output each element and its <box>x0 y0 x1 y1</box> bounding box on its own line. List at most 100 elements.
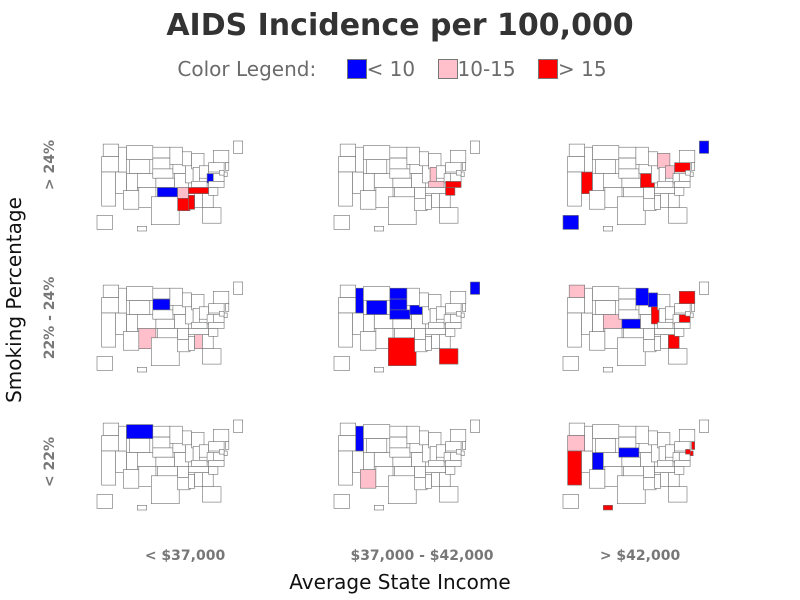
state-nd <box>152 425 171 438</box>
state-ky <box>428 459 445 467</box>
color-legend: Color Legend: < 10 10-15 > 15 <box>0 57 800 81</box>
chart-title: AIDS Incidence per 100,000 <box>166 8 634 43</box>
state-wa <box>339 422 357 436</box>
state-ms <box>425 335 432 351</box>
map-panel-r0-c2 <box>562 140 710 232</box>
state-ny <box>213 150 230 164</box>
state-in <box>658 446 666 461</box>
state-ga <box>439 334 451 350</box>
state-hi <box>137 366 147 373</box>
state-va <box>213 314 225 323</box>
state-la <box>643 339 657 353</box>
state-fl <box>439 207 459 224</box>
state-ak <box>96 494 113 509</box>
state-ar <box>177 466 189 478</box>
legend-text-high: > 15 <box>557 57 607 81</box>
state-sc <box>674 328 685 337</box>
state-ga <box>202 472 214 488</box>
state-mt <box>126 145 154 160</box>
state-me <box>233 419 243 433</box>
state-ut <box>592 314 604 333</box>
state-tn <box>654 187 676 194</box>
state-me <box>470 419 480 433</box>
state-ak <box>562 494 579 509</box>
col-label-mid-income: $37,000 - $42,000 <box>350 548 494 564</box>
state-ca <box>101 171 116 207</box>
state-in <box>192 167 200 182</box>
state-ga <box>668 472 680 488</box>
state-me <box>233 281 243 295</box>
state-sd <box>152 298 171 311</box>
state-wi <box>647 151 658 167</box>
state-wy <box>595 159 617 174</box>
state-ga <box>202 193 214 208</box>
state-nc <box>674 459 691 467</box>
state-or <box>338 435 357 452</box>
legend-item-high: > 15 <box>537 57 607 81</box>
state-tx <box>616 337 646 366</box>
state-ga <box>202 334 214 350</box>
col-label-low-income: < $37,000 <box>144 548 226 564</box>
state-de <box>460 450 465 456</box>
state-wi <box>182 292 192 308</box>
col-label-high-income: > $42,000 <box>599 548 681 564</box>
state-mt <box>592 145 620 160</box>
state-az <box>123 331 140 351</box>
state-ky <box>191 321 208 329</box>
state-tx <box>387 337 417 366</box>
state-ca <box>567 312 582 348</box>
state-sc <box>674 466 685 475</box>
state-va <box>449 173 462 182</box>
state-ak <box>562 356 579 371</box>
state-nd <box>618 146 637 159</box>
state-or <box>567 156 585 173</box>
state-id <box>118 425 127 452</box>
state-al <box>431 193 440 208</box>
state-nd <box>618 287 637 300</box>
state-de <box>223 312 228 318</box>
state-me <box>699 419 710 433</box>
state-hi <box>373 226 384 232</box>
state-sc <box>445 328 456 337</box>
state-id <box>584 425 593 452</box>
state-ms <box>188 335 195 351</box>
state-tx <box>151 337 180 366</box>
state-mn <box>169 146 183 165</box>
state-fl <box>668 486 688 503</box>
state-in <box>429 167 437 182</box>
state-ut <box>592 452 604 471</box>
state-az <box>123 469 140 489</box>
state-ks <box>392 318 412 329</box>
state-in <box>658 308 666 323</box>
state-id <box>355 146 364 173</box>
state-ga <box>439 472 451 488</box>
state-va <box>449 314 462 323</box>
state-ms <box>654 195 661 210</box>
state-ca <box>567 171 582 207</box>
state-md <box>219 311 225 317</box>
state-in <box>192 446 200 461</box>
row-label-mid-smoking: 22% - 24% <box>42 276 58 360</box>
state-de <box>460 312 465 318</box>
state-mn <box>169 287 183 306</box>
map-panel-r2-c2 <box>562 419 710 511</box>
state-ny <box>449 290 467 304</box>
state-sc <box>445 466 456 475</box>
state-me <box>233 140 243 154</box>
state-fl <box>439 486 459 503</box>
state-wa <box>339 284 357 298</box>
state-mt <box>363 145 391 160</box>
state-ne <box>389 309 411 320</box>
state-mn <box>406 146 420 165</box>
state-ks <box>155 177 175 188</box>
state-sd <box>618 157 637 170</box>
state-or <box>567 435 585 452</box>
state-de <box>689 312 694 318</box>
state-sc <box>674 187 685 196</box>
state-md <box>456 311 462 317</box>
state-ar <box>414 328 426 340</box>
state-mn <box>635 146 649 165</box>
legend-text-low: < 10 <box>366 57 416 81</box>
state-la <box>643 477 657 491</box>
state-az <box>360 331 377 351</box>
